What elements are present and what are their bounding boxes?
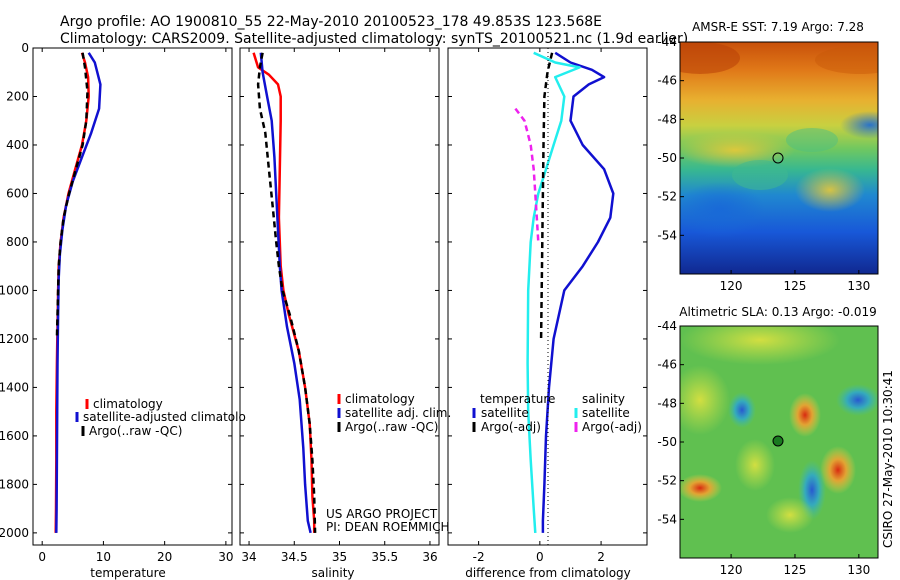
sla-map-xtick-label: 120 bbox=[720, 563, 743, 577]
temperature-axis-label: temperature bbox=[90, 566, 165, 580]
title-line-1: Argo profile: AO 1900810_55 22-May-2010 … bbox=[60, 14, 602, 30]
temperature-panel-frame bbox=[32, 47, 233, 546]
sst-map-xtick-label: 130 bbox=[847, 279, 870, 293]
temperature-series-satellite-adjusted-climatology bbox=[55, 52, 102, 533]
sla-map-ytick-label: -44 bbox=[657, 319, 677, 333]
sst-map-xtick-label: 120 bbox=[720, 279, 743, 293]
diff-legend-sal-satellite: satellite bbox=[582, 406, 630, 420]
depth-tick-label: 800 bbox=[6, 235, 29, 249]
temperature-series-argo-raw-qc bbox=[55, 52, 89, 339]
timestamp-credit: CSIRO 27-May-2010 10:30:41 bbox=[881, 370, 895, 548]
depth-tick-label: 0 bbox=[21, 41, 29, 55]
difference-series-salinity-satellite bbox=[526, 51, 581, 533]
salinity-series-satellite-adj-clim bbox=[259, 52, 312, 534]
temp-legend-satellite: satellite-adjusted climatolo bbox=[83, 410, 246, 424]
sla-map-ytick-label: -48 bbox=[657, 396, 677, 410]
salinity-xtick-label: 36 bbox=[422, 550, 437, 564]
temperature-series-climatology bbox=[54, 52, 90, 533]
depth-tick-label: 1400 bbox=[0, 380, 29, 394]
sla-map-xtick-label: 130 bbox=[847, 563, 870, 577]
depth-tick-label: 1200 bbox=[0, 332, 29, 346]
salinity-xtick-label: 34 bbox=[241, 550, 256, 564]
sla-map-ytick-label: -50 bbox=[657, 435, 677, 449]
sla-map-image bbox=[680, 326, 878, 558]
temperature-legend: climatology satellite-adjusted climatolo… bbox=[75, 397, 246, 438]
salinity-xtick-label: 34.5 bbox=[281, 550, 308, 564]
temp-legend-climatology: climatology bbox=[93, 397, 163, 411]
sst-map-image bbox=[680, 42, 878, 274]
sla-map-title: Altimetric SLA: 0.13 Argo: -0.019 bbox=[679, 305, 876, 319]
pi-credit: PI: DEAN ROEMMICH bbox=[326, 520, 449, 534]
sst-argo-position-marker bbox=[772, 152, 784, 164]
sst-map-ytick-label: -44 bbox=[657, 35, 677, 49]
sst-map-ytick-label: -54 bbox=[657, 228, 677, 242]
salinity-axis-label: salinity bbox=[311, 566, 354, 580]
depth-tick-label: 2000 bbox=[0, 526, 29, 540]
temperature-xtick-label: 10 bbox=[96, 550, 111, 564]
diff-legend-temp-satellite: satellite bbox=[481, 406, 529, 420]
difference-series-salinity-argo-adj bbox=[514, 107, 540, 243]
difference-series-temperature-satellite bbox=[541, 51, 615, 533]
difference-series-temperature-argo-adj bbox=[539, 52, 554, 339]
salinity-xtick-label: 35 bbox=[332, 550, 347, 564]
depth-tick-label: 1600 bbox=[0, 429, 29, 443]
sst-map-title: AMSR-E SST: 7.19 Argo: 7.28 bbox=[692, 20, 864, 34]
diff-legend-sal-argo: Argo(-adj) bbox=[582, 420, 642, 434]
salinity-xtick-label: 35.5 bbox=[371, 550, 398, 564]
sst-map-ytick-label: -48 bbox=[657, 112, 677, 126]
sal-legend-argo: Argo(..raw -QC) bbox=[345, 420, 438, 434]
salinity-series-argo-raw-qc bbox=[256, 52, 317, 533]
sla-map-ytick-label: -46 bbox=[657, 358, 677, 372]
sla-argo-position-marker bbox=[772, 435, 784, 447]
temperature-xtick-label: 0 bbox=[38, 550, 46, 564]
salinity-series-climatology bbox=[252, 52, 316, 533]
difference-xtick-label: 0 bbox=[536, 550, 544, 564]
sla-map-ytick-label: -52 bbox=[657, 474, 677, 488]
depth-tick-label: 400 bbox=[6, 138, 29, 152]
depth-tick-label: 1000 bbox=[0, 283, 29, 297]
difference-legend: temperature salinity satellite Argo(-adj… bbox=[472, 392, 642, 434]
difference-xtick-label: 2 bbox=[597, 550, 605, 564]
sal-legend-climatology: climatology bbox=[345, 392, 415, 406]
sst-map-ytick-label: -52 bbox=[657, 190, 677, 204]
temperature-xtick-label: 30 bbox=[218, 550, 233, 564]
sal-legend-satellite: satellite adj. clim. bbox=[345, 406, 451, 420]
salinity-panel-frame bbox=[239, 47, 440, 546]
sst-map-ytick-label: -50 bbox=[657, 151, 677, 165]
depth-tick-label: 600 bbox=[6, 186, 29, 200]
project-credit: US ARGO PROJECT bbox=[326, 507, 438, 521]
diff-legend-temp-argo: Argo(-adj) bbox=[481, 420, 541, 434]
diff-legend-salinity-title: salinity bbox=[582, 392, 625, 406]
sla-map-xtick-label: 125 bbox=[784, 563, 807, 577]
sla-map-ytick-label: -54 bbox=[657, 512, 677, 526]
salinity-legend: climatology satellite adj. clim. Argo(..… bbox=[337, 392, 451, 434]
temp-legend-argo: Argo(..raw -QC) bbox=[89, 424, 182, 438]
temperature-xtick-label: 20 bbox=[157, 550, 172, 564]
title-line-2: Climatology: CARS2009. Satellite-adjuste… bbox=[60, 31, 688, 47]
depth-tick-label: 1800 bbox=[0, 477, 29, 491]
sst-map-ytick-label: -46 bbox=[657, 74, 677, 88]
difference-axis-label: difference from climatology bbox=[465, 566, 631, 580]
sst-map-xtick-label: 125 bbox=[784, 279, 807, 293]
difference-xtick-label: -2 bbox=[473, 550, 485, 564]
depth-tick-label: 200 bbox=[6, 89, 29, 103]
diff-legend-temperature-title: temperature bbox=[480, 392, 555, 406]
